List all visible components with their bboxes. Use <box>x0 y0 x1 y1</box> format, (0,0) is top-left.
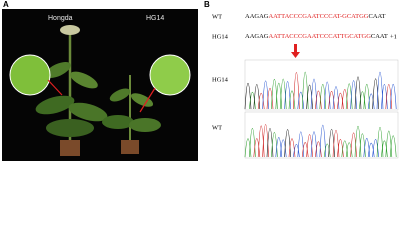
sequence-note: +1 <box>390 33 397 40</box>
chromatogram-peak <box>306 84 313 110</box>
mutation-arrow <box>291 44 300 58</box>
chromatogram-peak <box>372 78 379 110</box>
plant-label: HG14 <box>146 15 164 22</box>
sequence-name: WT <box>212 13 222 20</box>
leaf-inset <box>149 54 191 96</box>
chromatogram-peak <box>288 138 296 158</box>
chromatogram-frame <box>244 111 399 159</box>
chromatogram-peak <box>337 92 344 110</box>
chromatogram-peak <box>284 129 291 158</box>
chromatogram-peak <box>367 142 375 158</box>
chromatogram-peak <box>389 84 397 110</box>
chromatogram-peak <box>381 140 388 158</box>
arrow <box>139 87 156 113</box>
chromatogram-peak <box>363 84 371 110</box>
chromatogram-peak <box>337 139 344 158</box>
chromatogram-peak <box>253 138 261 158</box>
page: A Hongda HG14 B WT AAGAGAATTACCCGAATCCCAT… <box>0 0 400 162</box>
chromatogram-peak <box>345 142 353 158</box>
chromatogram-frame <box>244 59 399 111</box>
chromatogram-peak <box>315 90 322 110</box>
chromatogram-peak <box>367 93 375 110</box>
chromatogram-peak <box>310 131 318 158</box>
panel-label: A <box>3 0 9 9</box>
arrow <box>47 79 63 96</box>
chromatogram-peak <box>249 128 256 158</box>
chromatogram-peak <box>253 84 261 110</box>
chromatogram-peak <box>332 130 340 158</box>
chromatogram-label: WT <box>212 124 222 131</box>
sequence-edited: AATTACCCGAATCCCATTGCATGG <box>268 33 371 40</box>
chromatogram-peak <box>341 140 349 158</box>
sequence-name: HG14 <box>212 33 229 40</box>
chromatogram-peak <box>275 137 283 158</box>
sequence-prefix: AAGAG <box>245 13 269 20</box>
chromatogram-peak <box>389 135 397 158</box>
chromatogram-peak <box>293 72 300 110</box>
panel-label: B <box>204 0 210 9</box>
chromatogram-peak <box>271 78 278 110</box>
chromatogram-peak <box>266 128 274 158</box>
chromatogram-peak <box>323 143 331 158</box>
chromatogram-peak <box>323 81 331 110</box>
chromatogram-peak <box>354 76 362 110</box>
plant-label: Hongda <box>48 15 73 22</box>
chromatogram-peak <box>359 133 366 158</box>
chromatogram-peak <box>376 72 384 110</box>
chromatogram-peak <box>293 143 300 158</box>
chromatogram-peak <box>306 134 313 158</box>
sequence-suffix: CAAT <box>369 13 386 20</box>
chromatogram-peak <box>363 138 371 158</box>
chromatogram-peak <box>257 125 265 158</box>
chromatogram-label: HG14 <box>212 76 229 83</box>
plant-hg14 <box>102 75 161 154</box>
chromatogram-peak <box>257 92 265 110</box>
chromatogram-peak <box>319 124 327 158</box>
chromatograms <box>244 59 399 159</box>
chromatogram-peak <box>332 86 340 110</box>
figure: A Hongda HG14 B WT AAGAGAATTACCCGAATCCCAT… <box>2 0 399 161</box>
chromatogram-peak <box>266 87 274 110</box>
chromatogram-peak <box>284 81 291 110</box>
chromatogram-peak <box>341 88 349 110</box>
sequence-prefix: AAGAG <box>245 33 269 40</box>
sequence: AAGAGAATTACCCGAATCCCAT-GCATGGCAAT <box>245 13 386 20</box>
chromatogram-peak <box>385 130 393 158</box>
chromatogram-peak <box>301 142 309 158</box>
plant-hongda <box>35 25 108 156</box>
chromatogram-peak <box>271 132 278 158</box>
chromatogram-peak <box>310 78 318 110</box>
chromatogram-peak <box>372 139 379 158</box>
chromatogram-peak <box>350 132 357 158</box>
chromatogram-peak <box>288 90 296 110</box>
sequence-edited: AATTACCCGAATCCCAT-GCATGG <box>268 13 368 20</box>
chromatogram-peak <box>359 91 366 110</box>
chromatogram-peak <box>279 139 287 158</box>
sequence-suffix: CAAT <box>371 33 388 40</box>
chromatogram-peak <box>244 138 252 158</box>
chromatogram-peak <box>262 124 269 158</box>
chromatogram-peak <box>279 78 287 110</box>
chromatogram-peak <box>328 91 335 110</box>
chromatogram-peak <box>315 141 322 158</box>
sequence: AAGAGAATTACCCGAATCCCATTGCATGGCAAT <box>245 33 388 40</box>
chromatogram-peak <box>249 91 256 110</box>
chromatogram-peak <box>244 83 252 110</box>
chromatogram-peak <box>354 125 362 158</box>
leaf-inset <box>9 54 51 96</box>
chromatogram-peak <box>297 91 305 110</box>
